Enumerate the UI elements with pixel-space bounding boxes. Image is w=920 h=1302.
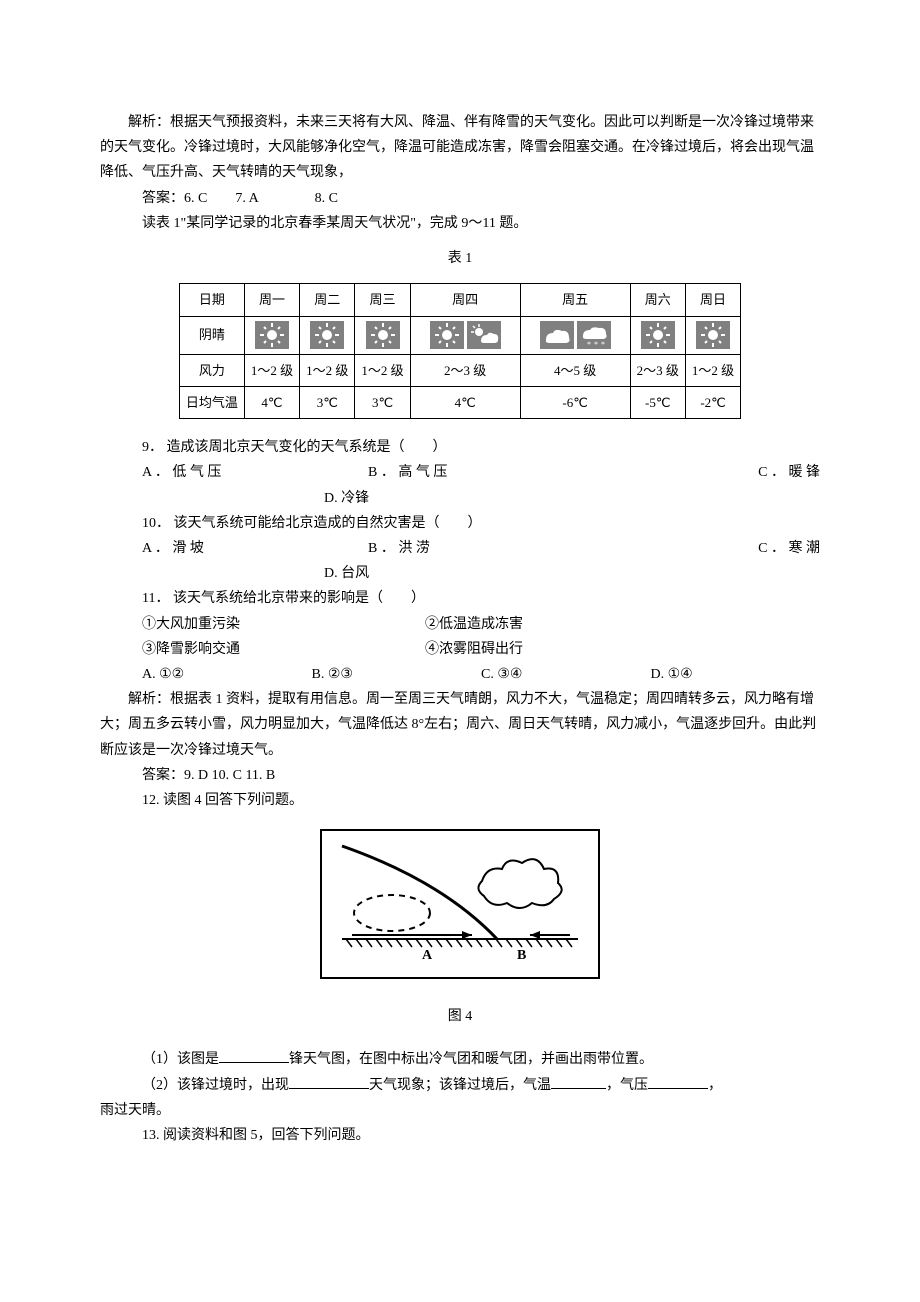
table-row: 日期 周一 周二 周三 周四 周五 周六 周日 <box>179 284 740 316</box>
td-cell: 3℃ <box>300 386 355 418</box>
q10-b: B ． 洪 涝 <box>368 536 594 561</box>
table-row: 日均气温 4℃ 3℃ 3℃ 4℃ -6℃ -5℃ -2℃ <box>179 386 740 418</box>
td-thu-weather <box>410 316 520 354</box>
blank-2[interactable] <box>289 1088 369 1089</box>
fig4-caption: 图 4 <box>100 1004 820 1029</box>
q9-b: B ． 高 气 压 <box>368 460 594 485</box>
q9-d: D. 冷锋 <box>100 486 820 511</box>
answers-678: 答案：6. C 7. A 8. C <box>100 186 820 211</box>
table-caption: 表 1 <box>100 246 820 271</box>
front-diagram-icon: A B <box>322 831 598 977</box>
td-cell: 1～2 级 <box>685 354 740 386</box>
q12-1-post: 锋天气图，在图中标出冷气团和暖气团，并画出雨带位置。 <box>289 1052 653 1067</box>
td-tue-weather <box>300 316 355 354</box>
q9-stem: 9． 造成该周北京天气变化的天气系统是（ ） <box>100 435 820 460</box>
td-cell: -6℃ <box>520 386 630 418</box>
analysis-intro: 解析：根据天气预报资料，未来三天将有大风、降温、伴有降雪的天气变化。因此可以判断… <box>100 110 820 186</box>
td-cell: 3℃ <box>355 386 410 418</box>
q11-2: ②低温造成冻害 <box>425 612 708 637</box>
label-a: A <box>422 948 433 963</box>
q9-a: A ． 低 气 压 <box>142 460 368 485</box>
q9-options: A ． 低 气 压 B ． 高 气 压 C ． 暖 锋 <box>100 460 820 485</box>
label-b: B <box>517 948 526 963</box>
blank-4[interactable] <box>648 1088 708 1089</box>
td-cell: 4～5 级 <box>520 354 630 386</box>
q12-1-pre: （1）该图是 <box>142 1052 219 1067</box>
q10-c: C ． 寒 潮 <box>594 536 820 561</box>
snow-icon: *** <box>577 321 611 349</box>
q11-b: B. ②③ <box>312 662 482 687</box>
q11-1: ①大风加重污染 <box>142 612 425 637</box>
td-temp-label: 日均气温 <box>179 386 244 418</box>
sun-icon <box>696 321 730 349</box>
svg-text:*: * <box>587 340 591 349</box>
td-cell: 1～2 级 <box>244 354 299 386</box>
td-cell: -2℃ <box>685 386 740 418</box>
q12-2-b: 天气现象；该锋过境后，气温 <box>369 1078 551 1093</box>
td-weather-label: 阴晴 <box>179 316 244 354</box>
q12-2-d: ， <box>708 1078 722 1093</box>
q11-line1: ①大风加重污染 ②低温造成冻害 <box>100 612 820 637</box>
q10-d: D. 台风 <box>100 561 820 586</box>
td-cell: -5℃ <box>630 386 685 418</box>
sun-icon <box>430 321 464 349</box>
td-wind-label: 风力 <box>179 354 244 386</box>
td-cell: 1～2 级 <box>355 354 410 386</box>
q13: 13. 阅读资料和图 5，回答下列问题。 <box>100 1123 820 1148</box>
q11-a: A. ①② <box>142 662 312 687</box>
q12-2-end: 雨过天晴。 <box>100 1098 820 1123</box>
th-tue: 周二 <box>300 284 355 316</box>
q11-opts: A. ①② B. ②③ C. ③④ D. ①④ <box>100 662 820 687</box>
table-row: 阴晴 *** <box>179 316 740 354</box>
td-mon-weather <box>244 316 299 354</box>
td-cell: 4℃ <box>410 386 520 418</box>
answers-9-11: 答案：9. D 10. C 11. B <box>100 763 820 788</box>
td-sun-weather <box>685 316 740 354</box>
td-cell: 1～2 级 <box>300 354 355 386</box>
sun-icon <box>641 321 675 349</box>
th-sun: 周日 <box>685 284 740 316</box>
figure-4: A B <box>100 829 820 986</box>
table-intro: 读表 1"某同学记录的北京春季某周天气状况"，完成 9～11 题。 <box>100 211 820 236</box>
q12-2-c: ，气压 <box>606 1078 648 1093</box>
blank-1[interactable] <box>219 1062 289 1063</box>
td-sat-weather <box>630 316 685 354</box>
th-thu: 周四 <box>410 284 520 316</box>
blank-3[interactable] <box>551 1088 606 1089</box>
sun-icon <box>366 321 400 349</box>
q12-2: （2）该锋过境时，出现 天气现象；该锋过境后，气温 ，气压 ， <box>100 1073 820 1098</box>
svg-text:*: * <box>594 340 598 349</box>
sun-icon <box>310 321 344 349</box>
th-sat: 周六 <box>630 284 685 316</box>
sun-cloud-icon <box>467 321 501 349</box>
q11-d: D. ①④ <box>651 662 821 687</box>
q11-line2: ③降雪影响交通 ④浓雾阻碍出行 <box>100 637 820 662</box>
table-row: 风力 1～2 级 1～2 级 1～2 级 2～3 级 4～5 级 2～3 级 1… <box>179 354 740 386</box>
td-cell: 2～3 级 <box>410 354 520 386</box>
q10-a: A ． 滑 坡 <box>142 536 368 561</box>
weather-table: 日期 周一 周二 周三 周四 周五 周六 周日 阴晴 *** <box>179 283 741 419</box>
svg-text:*: * <box>601 340 605 349</box>
td-cell: 4℃ <box>244 386 299 418</box>
th-mon: 周一 <box>244 284 299 316</box>
q12-2-a: （2）该锋过境时，出现 <box>142 1078 289 1093</box>
td-fri-weather: *** <box>520 316 630 354</box>
q11-c: C. ③④ <box>481 662 651 687</box>
th-fri: 周五 <box>520 284 630 316</box>
td-wed-weather <box>355 316 410 354</box>
sun-icon <box>255 321 289 349</box>
q11-4: ④浓雾阻碍出行 <box>425 637 708 662</box>
q10-stem: 10． 该天气系统可能给北京造成的自然灾害是（ ） <box>100 511 820 536</box>
th-date: 日期 <box>179 284 244 316</box>
q11-stem: 11． 该天气系统给北京带来的影响是（ ） <box>100 586 820 611</box>
q9-c: C ． 暖 锋 <box>594 460 820 485</box>
th-wed: 周三 <box>355 284 410 316</box>
cloud-icon <box>540 321 574 349</box>
analysis-9-11: 解析：根据表 1 资料，提取有用信息。周一至周三天气晴朗，风力不大，气温稳定；周… <box>100 687 820 763</box>
q11-3: ③降雪影响交通 <box>142 637 425 662</box>
td-cell: 2～3 级 <box>630 354 685 386</box>
q12-intro: 12. 读图 4 回答下列问题。 <box>100 788 820 813</box>
q10-options: A ． 滑 坡 B ． 洪 涝 C ． 寒 潮 <box>100 536 820 561</box>
q12-1: （1）该图是 锋天气图，在图中标出冷气团和暖气团，并画出雨带位置。 <box>100 1047 820 1072</box>
